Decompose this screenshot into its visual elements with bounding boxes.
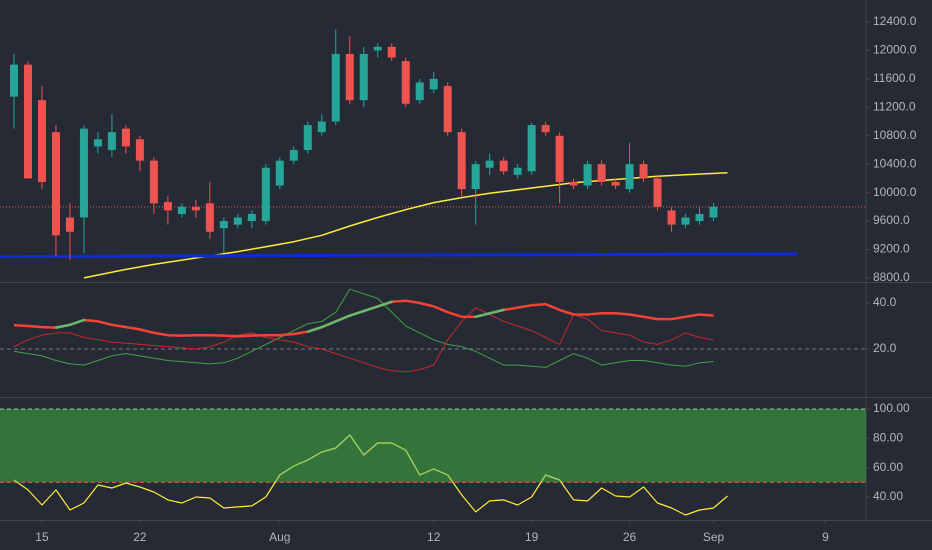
- x-tick-label: 15: [35, 530, 49, 544]
- y-tick-label: 12000.0: [873, 43, 917, 57]
- candle-body: [261, 167, 270, 222]
- pane: [0, 288, 866, 373]
- y-tick-label: 100.00: [873, 401, 910, 415]
- candle-body: [219, 221, 228, 229]
- candle-body: [191, 206, 200, 211]
- candle-body: [23, 64, 32, 179]
- candle-body: [513, 167, 522, 175]
- candle-body: [695, 213, 704, 222]
- candle-body: [401, 61, 410, 104]
- candle-body: [275, 160, 284, 186]
- x-tick-label: Aug: [269, 530, 290, 544]
- y-tick-label: 80.00: [873, 430, 903, 444]
- candle-body: [79, 128, 88, 218]
- x-tick-label: 9: [822, 530, 829, 544]
- candle-body: [163, 201, 172, 211]
- series-line: [13, 307, 714, 373]
- candle-body: [653, 178, 662, 207]
- candle-body: [681, 217, 690, 225]
- rising-segment: [54, 323, 72, 329]
- candle-body: [205, 203, 214, 232]
- candle-body: [527, 125, 536, 172]
- candle-body: [471, 164, 480, 190]
- pane: [0, 29, 866, 279]
- candle-body: [443, 85, 452, 133]
- candle-body: [65, 217, 74, 232]
- candle-body: [373, 46, 382, 51]
- series-line-above: [13, 434, 562, 483]
- y-tick-label: 40.0: [873, 295, 897, 309]
- rising-segment: [68, 318, 86, 327]
- overlay-line: [0, 252, 798, 259]
- x-tick-label: 22: [133, 530, 147, 544]
- candle-body: [247, 213, 256, 222]
- y-tick-label: 10000.0: [873, 185, 917, 199]
- rising-segment: [474, 312, 491, 319]
- candle-body: [415, 82, 424, 101]
- rising-segment: [334, 314, 352, 323]
- band: [0, 408, 866, 483]
- rising-segment: [488, 308, 505, 315]
- candle-body: [107, 132, 116, 150]
- y-tick-label: 9200.0: [873, 242, 910, 256]
- candle-body: [457, 132, 466, 190]
- rising-segment: [306, 325, 324, 333]
- candle-body: [121, 128, 130, 147]
- x-tick-label: 12: [427, 530, 441, 544]
- above-group: [13, 434, 562, 483]
- y-tick-label: 40.00: [873, 489, 903, 503]
- y-tick-label: 60.00: [873, 460, 903, 474]
- candle-body: [317, 121, 326, 133]
- candle-body: [93, 139, 102, 147]
- candle-body: [541, 125, 550, 133]
- candle-body: [555, 135, 564, 182]
- candle-body: [233, 217, 242, 225]
- rising-segment: [348, 309, 365, 317]
- series-line: [13, 288, 714, 368]
- candle-body: [51, 132, 60, 236]
- candle-body: [667, 210, 676, 225]
- candle-body: [485, 160, 494, 168]
- candle-body: [387, 46, 396, 58]
- y-tick-label: 11600.0: [873, 71, 916, 85]
- candle-body: [135, 139, 144, 161]
- y-tick-label: 10800.0: [873, 128, 917, 142]
- candle-body: [9, 64, 18, 97]
- candle-body: [331, 53, 340, 122]
- x-tick-label: 19: [525, 530, 539, 544]
- candle-body: [289, 149, 298, 161]
- y-tick-label: 9600.0: [873, 213, 910, 227]
- rising-segment: [320, 320, 338, 329]
- candle-body: [37, 100, 46, 182]
- y-tick-label: 11200.0: [873, 99, 916, 113]
- candle-body: [583, 164, 592, 186]
- candle-body: [429, 78, 438, 90]
- candle-body: [611, 181, 620, 186]
- x-tick-label: Sep: [703, 530, 725, 544]
- candle-body: [597, 164, 606, 182]
- rising-segment: [376, 300, 393, 308]
- candle-body: [499, 160, 508, 172]
- y-tick-label: 10400.0: [873, 156, 917, 170]
- y-tick-label: 20.0: [873, 341, 897, 355]
- candle-body: [345, 53, 354, 101]
- candle-body: [149, 160, 158, 204]
- candle-body: [625, 164, 634, 190]
- candle-body: [303, 125, 312, 150]
- candle-body: [359, 53, 368, 101]
- y-tick-label: 8800.0: [873, 270, 910, 284]
- rising-segment: [362, 305, 379, 313]
- pane: [0, 408, 866, 516]
- x-tick-label: 26: [623, 530, 637, 544]
- candle-body: [639, 164, 648, 179]
- candle-body: [177, 206, 186, 214]
- y-tick-label: 12400.0: [873, 14, 917, 28]
- candle-body: [709, 206, 718, 218]
- candle-body: [569, 181, 578, 186]
